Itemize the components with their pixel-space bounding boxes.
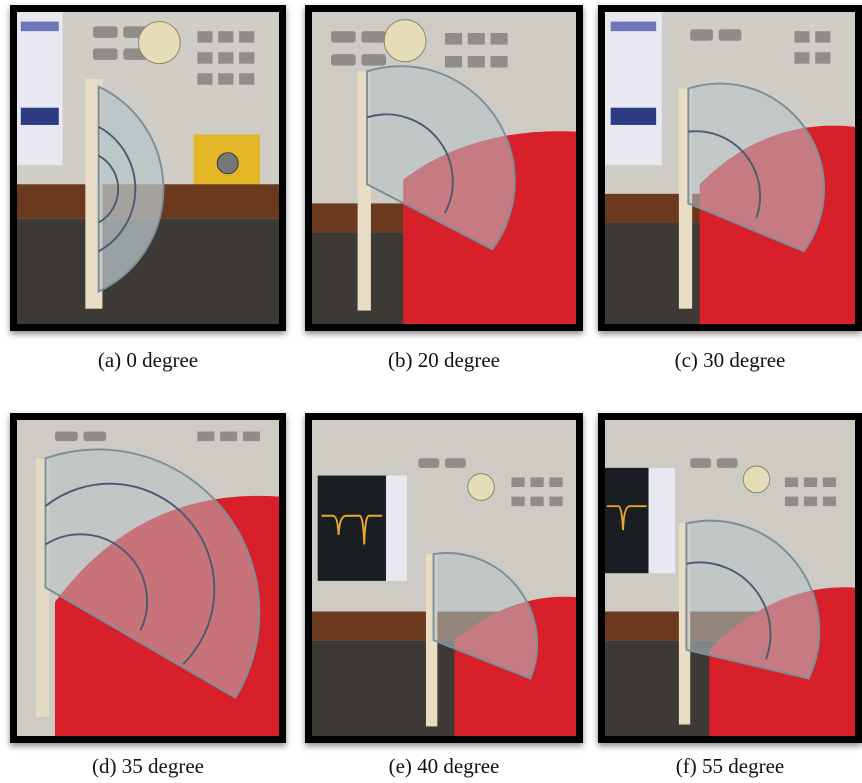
protractor-icon <box>44 448 261 699</box>
caption-f: (f) 55 degree <box>675 754 785 778</box>
instrument-knob-icon <box>383 19 427 63</box>
photo-panel-f <box>598 413 862 743</box>
photo-c-scene <box>605 12 855 324</box>
caption-c: (c) 30 degree <box>674 348 786 372</box>
photo-panel-a <box>10 5 286 331</box>
protractor-icon <box>687 82 826 253</box>
caption-a: (a) 0 degree <box>97 348 199 372</box>
photo-panel-d <box>10 413 286 743</box>
protractor-icon <box>366 65 516 251</box>
photo-f-scene <box>605 420 855 736</box>
photo-panel-c <box>598 5 862 331</box>
instrument-knob-icon <box>467 473 495 501</box>
photo-a-scene <box>17 12 279 324</box>
photo-d-scene <box>17 420 279 736</box>
protractor-icon <box>432 552 539 680</box>
photo-e-scene <box>312 420 576 736</box>
photo-panel-e <box>305 413 583 743</box>
caption-b: (b) 20 degree <box>388 348 500 372</box>
instrument-knob-icon <box>742 465 771 494</box>
photo-b-scene <box>312 12 576 324</box>
photo-panel-b <box>305 5 583 331</box>
instrument-knob-icon <box>138 21 181 65</box>
analyzer-screen-icon <box>317 475 387 581</box>
protractor-icon <box>685 519 821 680</box>
caption-e: (e) 40 degree <box>388 754 500 778</box>
caption-d: (d) 35 degree <box>92 754 204 778</box>
analyzer-screen-icon <box>605 467 649 574</box>
